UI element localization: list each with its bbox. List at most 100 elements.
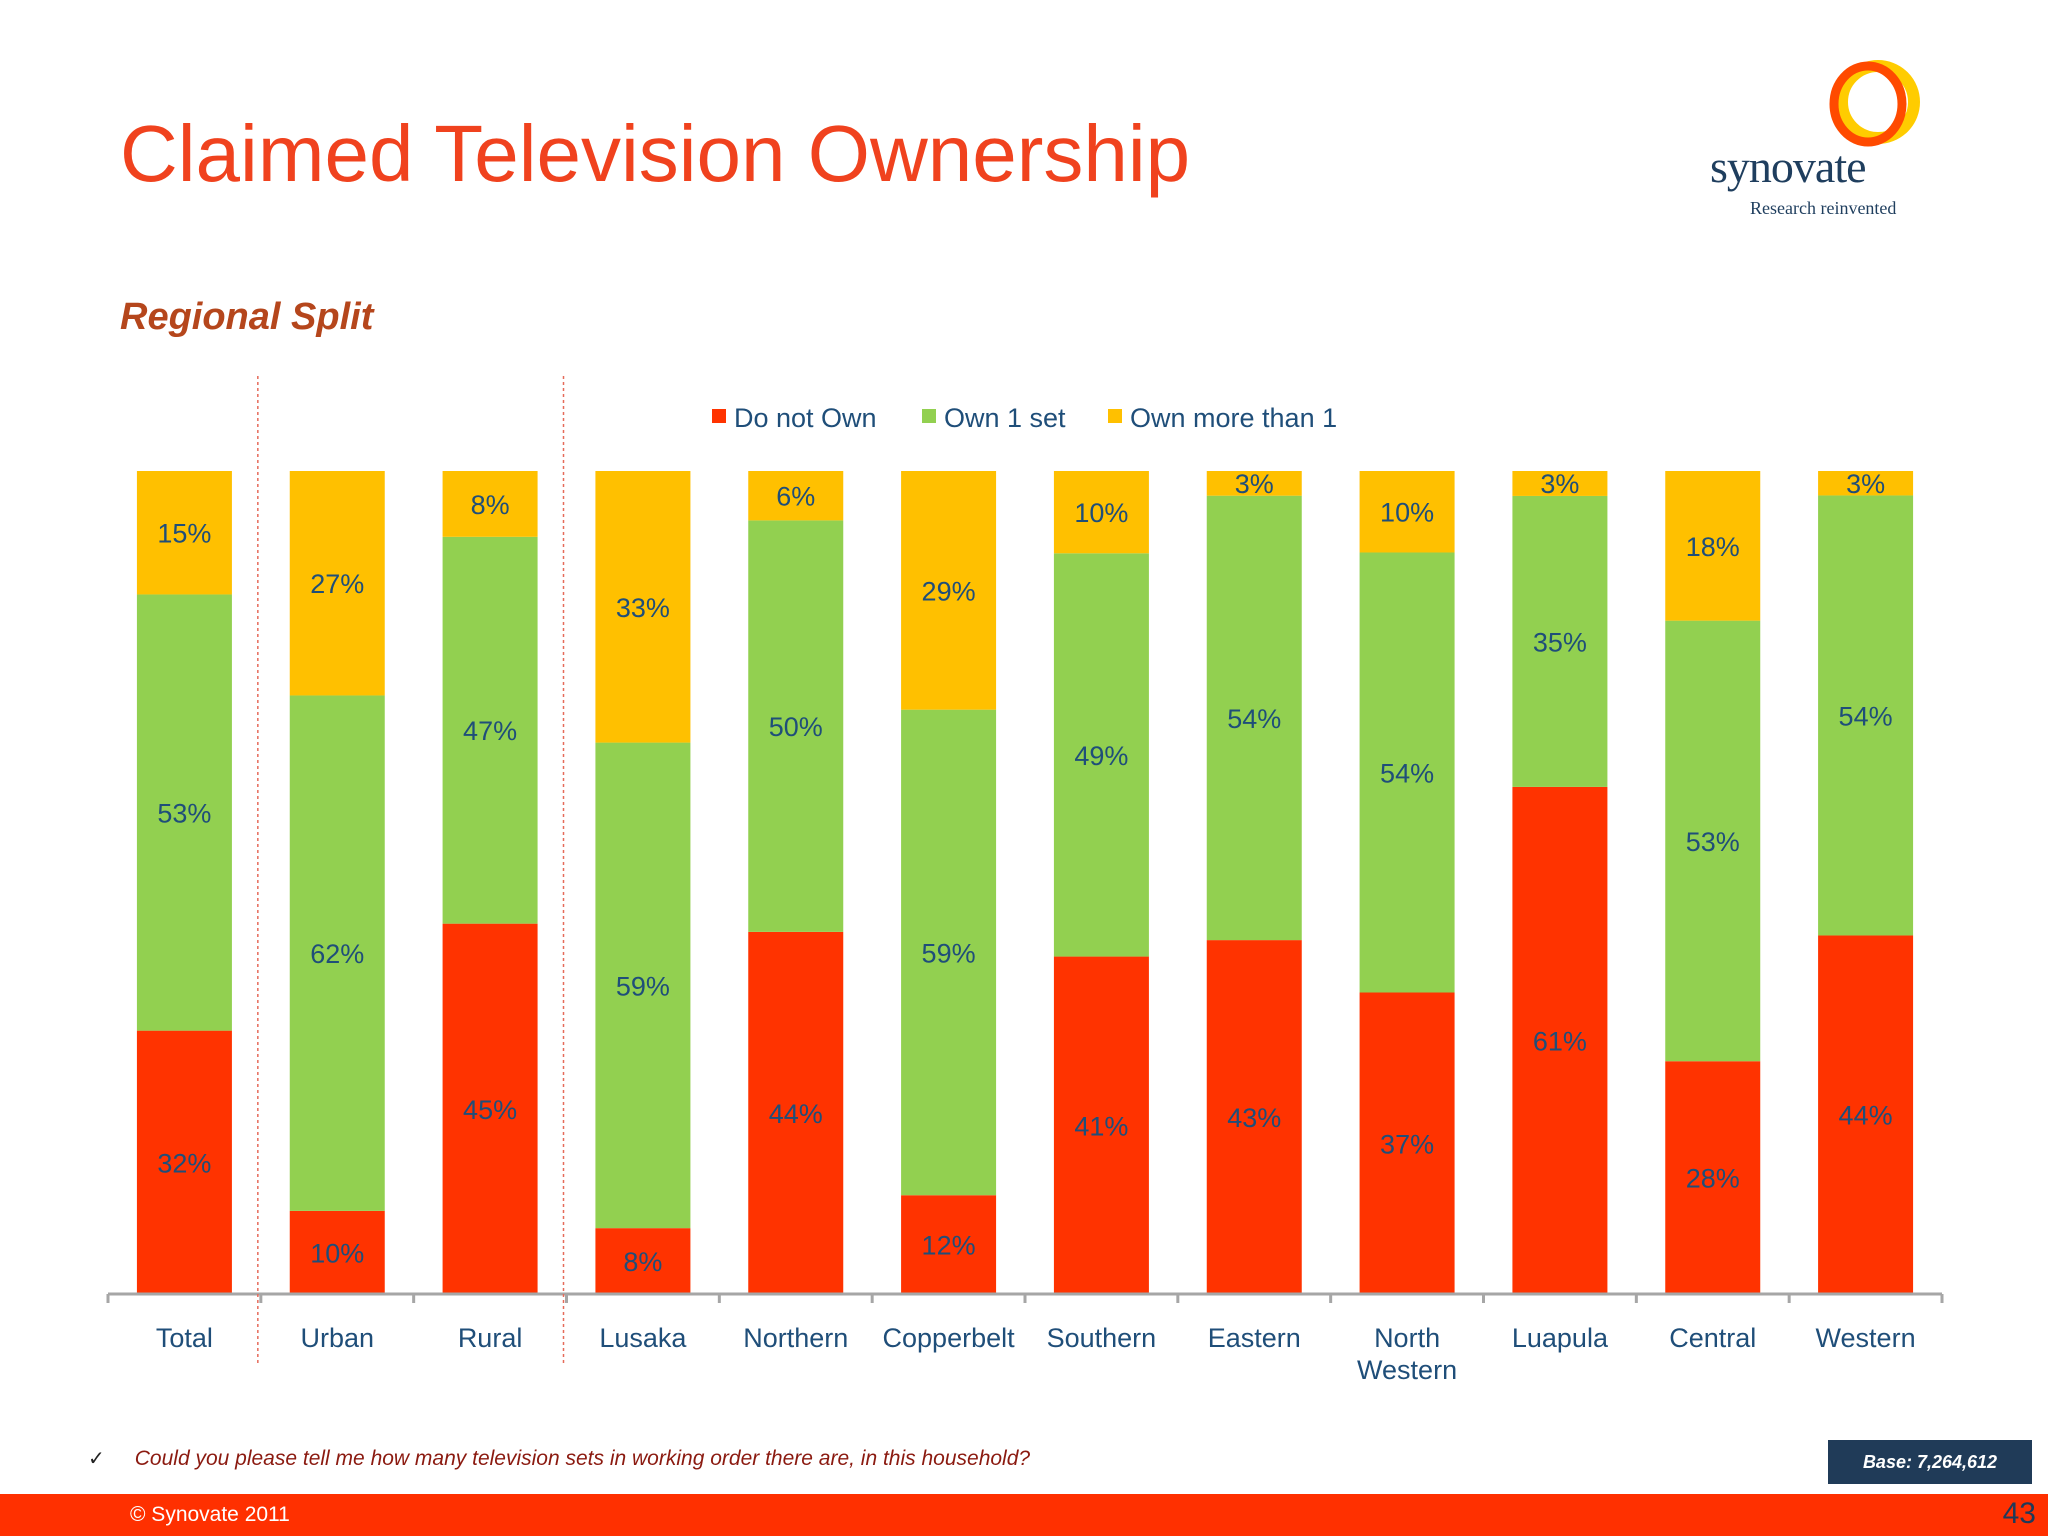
data-label-total-own-more-than-1: 15% [157, 519, 211, 549]
page-title: Claimed Television Ownership [120, 109, 1191, 198]
x-tick-label-total: Total [156, 1323, 213, 1353]
stacked-bar-chart: 32% 53% 15% Total 10% 62% 27% Urban 45% 47% 8% Rura… [106, 376, 1944, 1385]
data-label-eastern-own-more-than-1: 3% [1235, 469, 1274, 499]
data-label-total-do-not-own: 32% [157, 1148, 211, 1178]
data-label-rural-own-more-than-1: 8% [471, 490, 510, 520]
bar-central-own-more-than-1 [1665, 471, 1761, 621]
data-label-copperbelt-own-more-than-1: 29% [922, 576, 976, 606]
data-label-central-own-1-set: 53% [1686, 827, 1740, 857]
bar-eastern-do-not-own [1206, 940, 1302, 1294]
data-label-northern-do-not-own: 44% [769, 1099, 823, 1129]
bar-lusaka-own-1-set [595, 742, 691, 1229]
data-label-northern-own-more-than-1: 6% [776, 482, 815, 512]
legend-label-do-not-own: Do not Own [734, 403, 877, 433]
data-label-urban-do-not-own: 10% [310, 1238, 364, 1268]
data-label-north-western-do-not-own: 37% [1380, 1129, 1434, 1159]
legend-swatch-own-1-set [922, 409, 936, 423]
survey-question: ✓ Could you please tell me how many tele… [88, 1446, 1030, 1471]
logo-ring-icon [1829, 60, 1920, 147]
legend-label-own-1-set: Own 1 set [944, 403, 1066, 433]
x-tick-label-western: Western [1816, 1323, 1916, 1353]
x-tick-label-luapula: Luapula [1512, 1323, 1609, 1353]
base-badge: Base: 7,264,612 [1828, 1440, 2032, 1484]
data-label-western-do-not-own: 44% [1839, 1101, 1893, 1131]
bar-eastern-own-1-set [1206, 495, 1302, 941]
x-tick-label-north-western-1: North [1374, 1323, 1440, 1353]
data-label-luapula-own-1-set: 35% [1533, 627, 1587, 657]
bar-luapula-do-not-own [1512, 786, 1608, 1294]
data-label-southern-do-not-own: 41% [1074, 1111, 1128, 1141]
x-tick-label-urban: Urban [300, 1323, 374, 1353]
bar-lusaka-do-not-own [595, 1228, 691, 1294]
data-label-central-own-more-than-1: 18% [1686, 532, 1740, 562]
data-label-western-own-more-than-1: 3% [1846, 469, 1885, 499]
bar-northern-do-not-own [748, 931, 844, 1294]
data-label-lusaka-do-not-own: 8% [623, 1247, 662, 1277]
legend-swatch-own-more-than-1 [1108, 409, 1122, 423]
bar-copperbelt-own-more-than-1 [901, 471, 997, 710]
data-label-lusaka-own-1-set: 59% [616, 971, 670, 1001]
logo-word: synovate [1710, 141, 1867, 192]
data-label-north-western-own-more-than-1: 10% [1380, 498, 1434, 528]
bar-north-western-own-more-than-1 [1359, 471, 1455, 553]
bar-lusaka-own-more-than-1 [595, 471, 691, 743]
data-label-total-own-1-set: 53% [157, 799, 211, 829]
bar-urban-do-not-own [289, 1210, 385, 1294]
bar-central-do-not-own [1665, 1061, 1761, 1294]
data-label-rural-do-not-own: 45% [463, 1095, 517, 1125]
bar-northern-own-1-set [748, 520, 844, 932]
data-label-copperbelt-do-not-own: 12% [922, 1231, 976, 1261]
x-tick-label-central: Central [1669, 1323, 1756, 1353]
data-label-urban-own-more-than-1: 27% [310, 569, 364, 599]
bar-total-own-1-set [136, 594, 232, 1031]
bar-northern-own-more-than-1 [748, 471, 844, 521]
data-label-lusaka-own-more-than-1: 33% [616, 593, 670, 623]
bar-rural-own-1-set [442, 536, 538, 924]
checkmark-icon: ✓ [88, 1448, 105, 1470]
bar-eastern-own-more-than-1 [1206, 471, 1302, 496]
x-tick-label-lusaka: Lusaka [599, 1323, 687, 1353]
data-label-central-do-not-own: 28% [1686, 1164, 1740, 1194]
x-tick-label-rural: Rural [458, 1323, 523, 1353]
bar-copperbelt-do-not-own [901, 1195, 997, 1294]
x-tick-label-copperbelt: Copperbelt [883, 1323, 1016, 1353]
bar-total-do-not-own [136, 1030, 232, 1294]
x-tick-label-northern: Northern [743, 1323, 848, 1353]
chart-subtitle: Regional Split [120, 296, 374, 338]
x-tick-label-north-western-2: Western [1357, 1355, 1457, 1385]
data-label-urban-own-1-set: 62% [310, 939, 364, 969]
x-tick-label-eastern: Eastern [1208, 1323, 1301, 1353]
synovate-logo: synovate Research reinvented [1700, 58, 1940, 228]
legend-swatch-do-not-own [712, 409, 726, 423]
data-label-eastern-own-1-set: 54% [1227, 704, 1281, 734]
bar-luapula-own-1-set [1512, 495, 1608, 787]
data-label-luapula-own-more-than-1: 3% [1540, 469, 1579, 499]
question-text: Could you please tell me how many televi… [134, 1446, 1031, 1470]
data-label-copperbelt-own-1-set: 59% [922, 938, 976, 968]
copyright: © Synovate 2011 [130, 1503, 290, 1526]
data-label-southern-own-1-set: 49% [1074, 741, 1128, 771]
legend-label-own-more-than-1: Own more than 1 [1130, 403, 1337, 433]
data-label-rural-own-1-set: 47% [463, 716, 517, 746]
data-label-eastern-do-not-own: 43% [1227, 1103, 1281, 1133]
page-number: 43 [2002, 1497, 2036, 1530]
data-label-western-own-1-set: 54% [1839, 701, 1893, 731]
bar-urban-own-1-set [289, 695, 385, 1211]
bar-western-own-1-set [1818, 495, 1914, 936]
bar-rural-own-more-than-1 [442, 471, 538, 537]
bar-total-own-more-than-1 [136, 471, 232, 595]
logo-tagline: Research reinvented [1750, 198, 1897, 218]
data-label-luapula-do-not-own: 61% [1533, 1026, 1587, 1056]
bar-north-western-do-not-own [1359, 992, 1455, 1294]
bar-rural-do-not-own [442, 923, 538, 1294]
data-label-northern-own-1-set: 50% [769, 712, 823, 742]
x-tick-label-southern: Southern [1047, 1323, 1157, 1353]
bar-urban-own-more-than-1 [289, 471, 385, 696]
bar-southern-do-not-own [1053, 956, 1149, 1294]
data-label-north-western-own-1-set: 54% [1380, 758, 1434, 788]
bar-central-own-1-set [1665, 620, 1761, 1062]
bar-north-western-own-1-set [1359, 552, 1455, 993]
bar-luapula-own-more-than-1 [1512, 471, 1608, 496]
bar-western-own-more-than-1 [1818, 471, 1914, 496]
footer-bar [0, 1494, 2048, 1536]
